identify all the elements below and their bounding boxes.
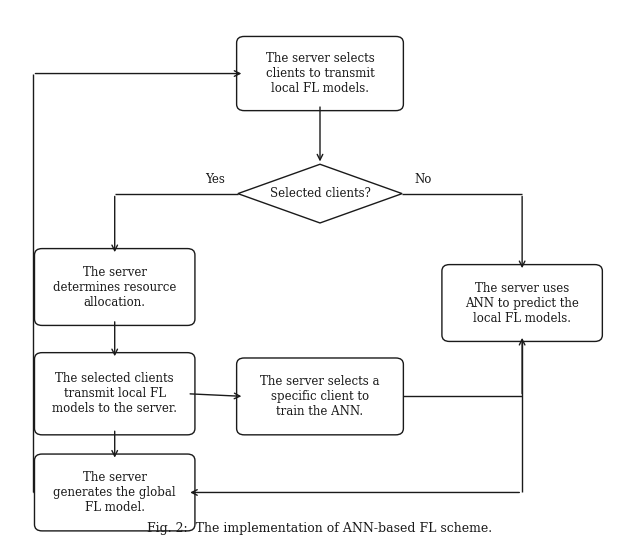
FancyBboxPatch shape: [35, 353, 195, 435]
Text: The server
determines resource
allocation.: The server determines resource allocatio…: [53, 266, 177, 308]
FancyBboxPatch shape: [442, 264, 602, 341]
FancyBboxPatch shape: [35, 249, 195, 325]
FancyBboxPatch shape: [35, 454, 195, 531]
Polygon shape: [238, 164, 402, 223]
Text: The server selects
clients to transmit
local FL models.: The server selects clients to transmit l…: [266, 52, 374, 95]
Text: Yes: Yes: [205, 172, 225, 185]
Text: The selected clients
transmit local FL
models to the server.: The selected clients transmit local FL m…: [52, 372, 177, 415]
Text: The server uses
ANN to predict the
local FL models.: The server uses ANN to predict the local…: [465, 281, 579, 325]
FancyBboxPatch shape: [237, 358, 403, 435]
Text: Selected clients?: Selected clients?: [269, 187, 371, 200]
Text: Fig. 2:  The implementation of ANN-based FL scheme.: Fig. 2: The implementation of ANN-based …: [147, 522, 493, 535]
Text: The server selects a
specific client to
train the ANN.: The server selects a specific client to …: [260, 375, 380, 418]
FancyBboxPatch shape: [237, 36, 403, 111]
Text: The server
generates the global
FL model.: The server generates the global FL model…: [53, 471, 176, 514]
Text: No: No: [415, 172, 432, 185]
